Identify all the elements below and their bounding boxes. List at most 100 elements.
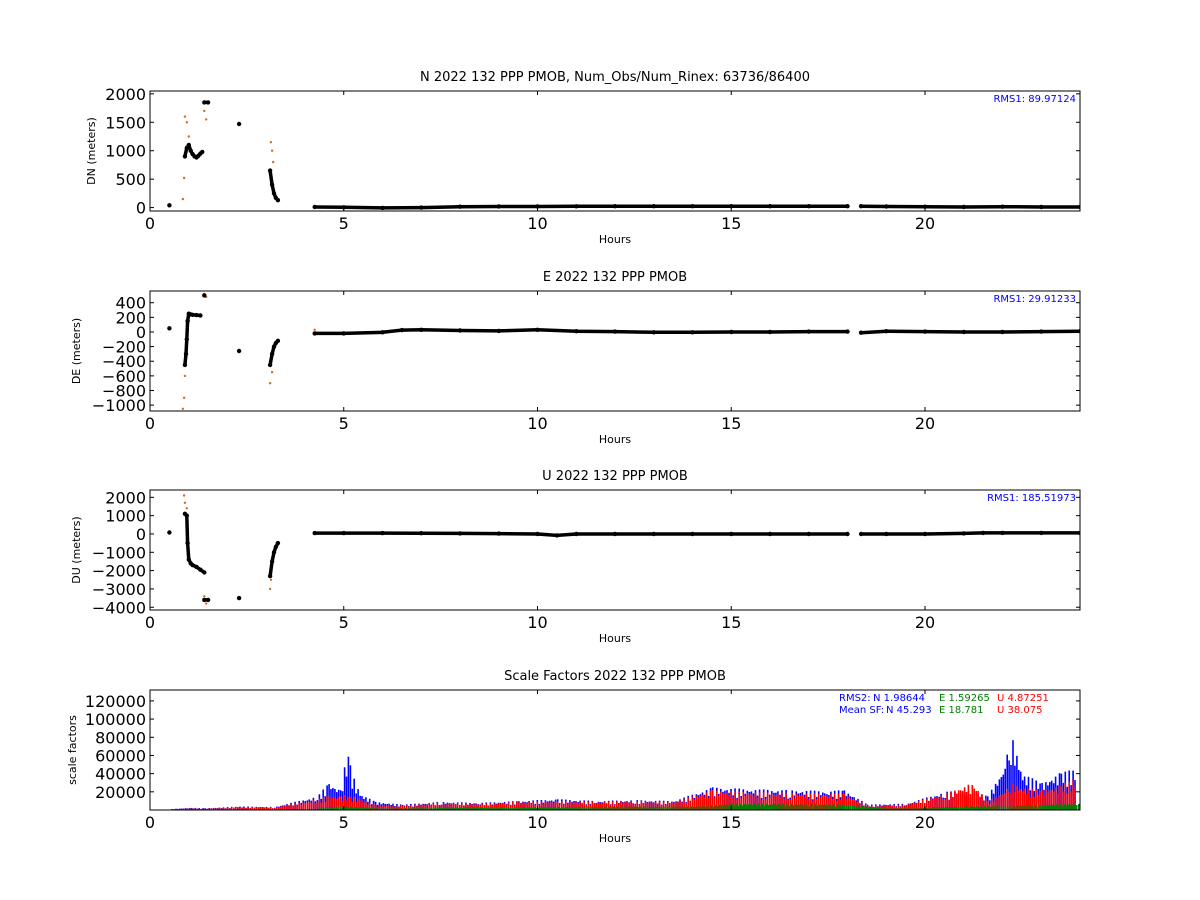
scale-factor-bar: [892, 808, 894, 810]
scale-factor-bar: [440, 807, 442, 810]
scale-factor-bar: [416, 808, 418, 810]
scale-factor-bar: [1018, 790, 1020, 810]
scale-factor-bar: [1050, 789, 1053, 810]
scale-factor-bar: [1047, 792, 1049, 810]
data-point-position: [922, 531, 928, 537]
scale-factor-bar: [737, 806, 739, 810]
y-tick-label: −3000: [92, 580, 146, 599]
subplots: N 2022 132 PPP PMOB, Num_Obs/Num_Rinex: …: [66, 70, 1081, 845]
scale-factor-bar: [884, 808, 886, 810]
data-point-position: [1000, 329, 1005, 335]
scale-factor-bar: [414, 808, 416, 810]
data-point-position: [188, 148, 193, 153]
scale-factor-bar: [214, 808, 217, 810]
scale-factor-bar: [1002, 774, 1005, 810]
scale-factor-bar: [233, 807, 235, 810]
scale-factor-bar: [903, 806, 906, 810]
data-point-raw: [270, 371, 274, 374]
scale-factor-bar: [1068, 781, 1070, 810]
scale-factor-bar: [475, 804, 477, 810]
scale-factor-bar: [691, 796, 694, 810]
data-point-position: [729, 204, 734, 209]
scale-factor-bar: [1012, 783, 1014, 810]
scale-factor-bar: [326, 807, 328, 810]
scale-factor-bar: [804, 803, 807, 810]
scale-factor-bar: [408, 807, 410, 810]
y-tick-label: 0: [136, 525, 146, 544]
scale-factor-bar: [1065, 805, 1068, 810]
scale-factor-bar: [1002, 794, 1005, 810]
scale-factor-bar: [184, 808, 187, 810]
scale-factor-bar: [642, 806, 645, 810]
scale-factor-bar: [362, 807, 364, 810]
scale-factor-bar: [877, 806, 879, 810]
scale-factor-bar: [891, 806, 893, 810]
series-E: [316, 803, 1080, 810]
scale-factor-bar: [557, 807, 559, 810]
y-tick-label: −4000: [92, 598, 146, 617]
data-point-raw: [181, 197, 185, 201]
x-tick-label: 0: [145, 214, 155, 233]
scale-factor-bar: [752, 795, 755, 810]
scale-factor-bar: [814, 803, 817, 810]
scale-factor-bar: [396, 808, 398, 810]
data-point-position: [767, 329, 773, 335]
scale-factor-bar: [782, 803, 784, 810]
scale-factor-bar: [1074, 787, 1076, 810]
plot-area: [167, 292, 1080, 410]
scale-factor-bar: [226, 807, 229, 810]
scale-factor-bar: [420, 808, 422, 810]
scale-factor-bar: [934, 797, 936, 810]
scale-factor-bar: [897, 804, 900, 810]
scale-factor-bar: [910, 808, 913, 810]
scale-factor-bar: [1037, 795, 1039, 810]
plot-area: [169, 740, 1080, 810]
scale-factor-bar: [992, 801, 995, 810]
scale-factor-bar: [553, 807, 555, 810]
scale-factor-bar: [597, 806, 599, 810]
scale-factor-bar: [979, 796, 981, 810]
scale-factor-bar: [280, 806, 282, 810]
scale-factor-bar: [1010, 807, 1013, 810]
scale-factor-bar: [652, 807, 655, 810]
scale-factor-bar: [775, 795, 777, 810]
scale-factor-bar: [706, 805, 709, 810]
scale-factor-bar: [450, 808, 452, 810]
scale-factor-bar: [479, 807, 482, 810]
series-raw-segment-1: [168, 494, 273, 605]
scale-factor-bar: [978, 807, 980, 810]
scale-factor-bar: [809, 793, 812, 810]
scale-factor-bar: [680, 806, 683, 810]
scale-factor-bar: [210, 808, 212, 810]
scale-factor-bar: [986, 807, 988, 810]
y-tick-label: −600: [102, 367, 146, 386]
scale-factor-bar: [436, 803, 439, 810]
series-position-segment-1: [167, 530, 172, 535]
scale-factor-bar: [668, 806, 671, 810]
scale-factor-bar: [505, 807, 508, 810]
scale-factor-bar: [1010, 794, 1012, 810]
scale-factor-bar: [326, 796, 328, 810]
scale-factor-bar: [988, 805, 990, 810]
data-point-position: [612, 329, 618, 334]
scale-factor-bar: [664, 806, 667, 810]
scale-factor-bar: [522, 802, 524, 810]
scale-factor-bar: [552, 802, 555, 810]
scale-factor-bar: [952, 796, 954, 810]
scale-factor-bar: [341, 791, 344, 810]
scale-factor-bar: [739, 803, 741, 810]
scale-factor-bar: [452, 807, 454, 810]
series-position-segment-5: [267, 338, 281, 368]
scale-factor-bar: [372, 803, 375, 810]
scale-factor-bar: [977, 791, 979, 810]
data-point-position: [184, 337, 189, 342]
scale-factor-bar: [634, 806, 637, 810]
scale-factor-bar: [253, 807, 256, 810]
scale-factor-bar: [1033, 806, 1035, 810]
scale-factor-bar: [607, 801, 610, 810]
scale-factor-bar: [448, 807, 450, 810]
scale-factor-bar: [382, 808, 385, 810]
scale-factor-bar: [182, 808, 185, 810]
data-point-raw: [269, 141, 273, 144]
scale-factor-bar: [357, 798, 359, 810]
